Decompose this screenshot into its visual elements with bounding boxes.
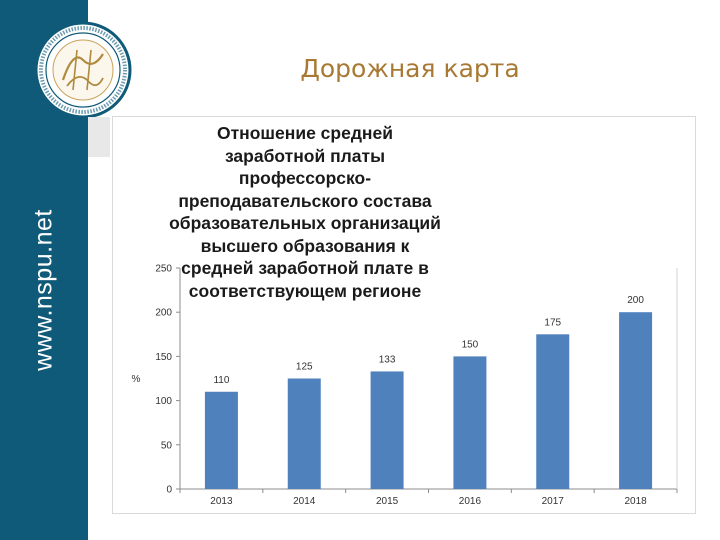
bar bbox=[619, 312, 653, 489]
corner-decoration bbox=[88, 117, 110, 157]
x-tick-label: 2017 bbox=[542, 496, 565, 507]
x-tick-label: 2014 bbox=[293, 496, 316, 507]
x-tick-label: 2015 bbox=[376, 496, 399, 507]
data-label: 150 bbox=[462, 339, 479, 350]
y-tick-label: 250 bbox=[155, 264, 172, 275]
x-tick-label: 2018 bbox=[624, 496, 647, 507]
bar bbox=[453, 356, 487, 489]
data-label: 133 bbox=[379, 354, 396, 365]
y-axis-label: % bbox=[132, 374, 141, 385]
y-tick-label: 150 bbox=[155, 352, 172, 363]
bar bbox=[204, 391, 238, 489]
y-tick-label: 0 bbox=[166, 485, 172, 496]
data-label: 200 bbox=[627, 295, 644, 306]
y-tick-label: 100 bbox=[155, 396, 172, 407]
data-label: 175 bbox=[544, 317, 561, 328]
slide-title: Дорожная карта bbox=[300, 54, 520, 83]
data-label: 110 bbox=[213, 375, 229, 386]
bar bbox=[370, 371, 404, 489]
chart-title: Отношение средней заработной платы профе… bbox=[169, 123, 441, 301]
y-tick-label: 200 bbox=[155, 308, 172, 319]
data-label: 125 bbox=[296, 362, 313, 373]
bar bbox=[287, 378, 321, 489]
university-seal-icon bbox=[34, 21, 132, 119]
y-tick-label: 50 bbox=[161, 440, 173, 451]
x-tick-label: 2016 bbox=[459, 496, 482, 507]
bar bbox=[536, 334, 570, 489]
x-tick-label: 2013 bbox=[210, 496, 233, 507]
